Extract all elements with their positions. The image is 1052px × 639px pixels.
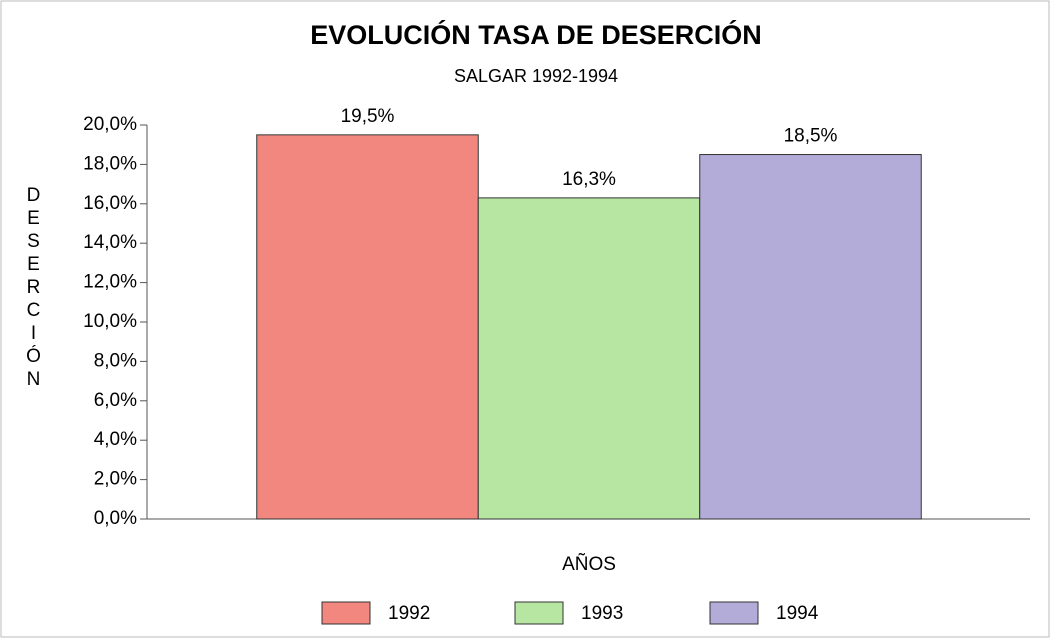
y-tick-label: 18,0% bbox=[83, 153, 137, 174]
x-axis-label: AÑOS bbox=[562, 553, 616, 575]
y-tick-label: 20,0% bbox=[83, 114, 137, 135]
bar bbox=[699, 154, 922, 520]
value-label: 18,5% bbox=[784, 126, 838, 147]
y-tick-label: 6,0% bbox=[94, 390, 137, 411]
y-axis-label: DESERCIÓN bbox=[23, 185, 44, 392]
y-tick-label: 14,0% bbox=[83, 232, 137, 253]
y-tick-label: 8,0% bbox=[94, 350, 137, 371]
y-tick-label: 10,0% bbox=[83, 311, 137, 332]
y-tick-label: 0,0% bbox=[94, 508, 137, 529]
y-tick-label: 2,0% bbox=[94, 469, 137, 490]
value-label: 16,3% bbox=[562, 169, 616, 190]
legend-label: 1993 bbox=[581, 603, 623, 624]
chart-subtitle: SALGAR 1992-1994 bbox=[454, 66, 618, 86]
legend-swatch bbox=[709, 601, 759, 625]
legend-swatch bbox=[321, 601, 371, 625]
legend-label: 1994 bbox=[776, 603, 819, 624]
chart-title: EVOLUCIÓN TASA DE DESERCIÓN bbox=[310, 19, 762, 50]
y-tick-label: 16,0% bbox=[83, 193, 137, 214]
value-label: 19,5% bbox=[341, 106, 395, 127]
legend-label: 1992 bbox=[388, 603, 430, 624]
bar bbox=[477, 197, 701, 520]
y-tick-label: 12,0% bbox=[83, 272, 137, 293]
bar bbox=[256, 134, 479, 520]
y-tick-label: 4,0% bbox=[94, 429, 137, 450]
legend-swatch bbox=[514, 601, 564, 625]
